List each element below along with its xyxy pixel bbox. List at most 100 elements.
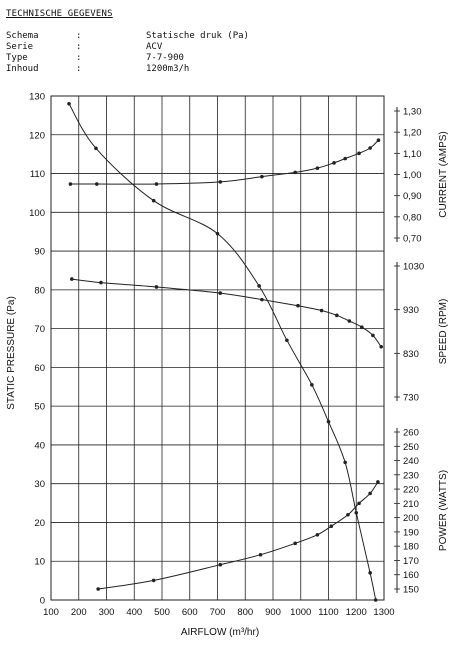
- data-point: [315, 532, 320, 537]
- data-point: [368, 571, 372, 575]
- data-point: [296, 303, 300, 308]
- data-point: [151, 578, 156, 583]
- x-tick-label: 700: [210, 607, 226, 618]
- data-point: [151, 198, 156, 203]
- data-point: [376, 480, 380, 484]
- data-point: [68, 182, 73, 186]
- data-point: [96, 587, 100, 591]
- data-point: [293, 541, 298, 546]
- spec-value: ACV: [146, 42, 163, 52]
- y-tick-label: 90: [34, 247, 45, 258]
- data-point: [376, 138, 381, 143]
- y-tick-label: 40: [34, 440, 45, 451]
- spec-colon: :: [76, 31, 82, 41]
- spec-label: Serie: [6, 42, 34, 52]
- data-point: [379, 344, 384, 349]
- data-point: [154, 182, 159, 186]
- x-tick-label: 500: [154, 607, 170, 618]
- data-point: [218, 291, 223, 295]
- right-axis-tick-label: 1,10: [403, 149, 422, 160]
- y-tick-label: 130: [29, 92, 45, 103]
- data-point: [257, 284, 261, 288]
- data-point: [368, 146, 372, 150]
- y-tick-label: 0: [40, 596, 45, 607]
- y-tick-label: 70: [34, 324, 45, 335]
- right-axis-tick-label: 0,90: [403, 191, 422, 202]
- right-axis-tick-label: 250: [403, 442, 419, 453]
- data-point: [335, 313, 339, 318]
- x-axis-label: AIRFLOW (m³/hr): [181, 627, 259, 638]
- y-tick-label: 100: [29, 208, 45, 219]
- x-tick-label: 1200: [346, 607, 367, 618]
- data-point: [293, 170, 298, 175]
- right-axis-tick-label: 210: [403, 499, 419, 510]
- x-tick-label: 1100: [318, 607, 338, 618]
- right-axis-tick-label: 1,00: [403, 170, 422, 181]
- right-axis-tick-label: 180: [403, 542, 419, 553]
- data-point: [357, 501, 361, 506]
- data-point: [310, 383, 314, 387]
- data-point: [371, 333, 375, 338]
- data-point: [319, 308, 324, 313]
- page-title: TECHNISCHE GEGEVENS: [6, 9, 113, 19]
- spec-value: 7-7-900: [146, 53, 184, 63]
- right-axis-tick-label: 170: [403, 556, 419, 567]
- right-axis-tick-label: 0,70: [403, 234, 422, 245]
- data-point: [218, 562, 223, 567]
- spec-colon: :: [76, 64, 82, 74]
- y-tick-label: 60: [34, 363, 45, 374]
- x-tick-label: 600: [182, 607, 198, 618]
- x-tick-label: 1300: [373, 607, 394, 618]
- data-point: [94, 182, 99, 186]
- data-point: [368, 491, 372, 496]
- right-axis-tick-label: 260: [403, 428, 419, 439]
- right-axis-tick-label: 150: [403, 585, 419, 596]
- x-tick-label: 300: [99, 607, 115, 618]
- curve-current: [70, 139, 379, 185]
- data-point: [70, 277, 74, 281]
- right-axis-tick-label: 200: [403, 513, 419, 524]
- x-tick-label: 800: [237, 607, 253, 618]
- data-point: [343, 156, 347, 161]
- spec-value: 1200m3/h: [146, 64, 190, 74]
- right-axis-tick-label: 0,80: [403, 212, 422, 223]
- right-axis-label: SPEED (RPM): [438, 299, 449, 365]
- x-tick-label: 400: [126, 607, 142, 618]
- y-tick-label: 120: [29, 130, 45, 141]
- data-point: [260, 174, 264, 179]
- right-axis-tick-label: 230: [403, 470, 419, 481]
- y-tick-label: 110: [30, 169, 45, 180]
- x-tick-label: 1000: [290, 607, 311, 618]
- right-axes: 0,70 0,80 0,90 1,00 1,10 1,20 1,30 CURRENT (AMP…: [394, 107, 449, 596]
- data-point: [94, 146, 98, 151]
- x-tick-label: 200: [71, 607, 87, 618]
- spec-label: Type: [6, 53, 28, 63]
- data-point: [285, 338, 289, 343]
- right-axis-tick-label: 220: [403, 485, 419, 496]
- data-point: [357, 151, 361, 156]
- right-axis-tick-label: 190: [403, 527, 419, 538]
- data-point: [360, 325, 364, 329]
- y-tick-label: 30: [34, 479, 45, 490]
- data-point: [329, 524, 334, 528]
- data-point: [215, 231, 220, 236]
- data-point: [347, 319, 352, 323]
- data-point: [354, 510, 359, 515]
- x-tick-labels: 100 200 300 400 500 600 700 800 900 1000 1100 1200 1…: [43, 607, 395, 618]
- data-point: [315, 166, 320, 170]
- y-axis-label: STATIC PRESSURE (Pa): [6, 296, 17, 410]
- data-point: [99, 280, 103, 285]
- x-tick-label: 100: [43, 607, 59, 618]
- spec-colon: :: [76, 42, 82, 52]
- y-tick-labels: 0 10 20 30 40 50 60 70 80 90 100 110 120 130: [29, 92, 45, 607]
- spec-colon: :: [76, 53, 82, 63]
- spec-value: Statische druk (Pa): [146, 31, 249, 41]
- data-point: [343, 460, 347, 465]
- spec-label: Schema: [6, 31, 39, 41]
- spec-label: Inhoud: [6, 64, 39, 74]
- x-tick-label: 900: [265, 607, 281, 618]
- right-axis-label: POWER (WATTS): [438, 470, 449, 551]
- right-axis-tick-label: 160: [403, 570, 419, 581]
- right-axis-label: CURRENT (AMPS): [438, 131, 449, 217]
